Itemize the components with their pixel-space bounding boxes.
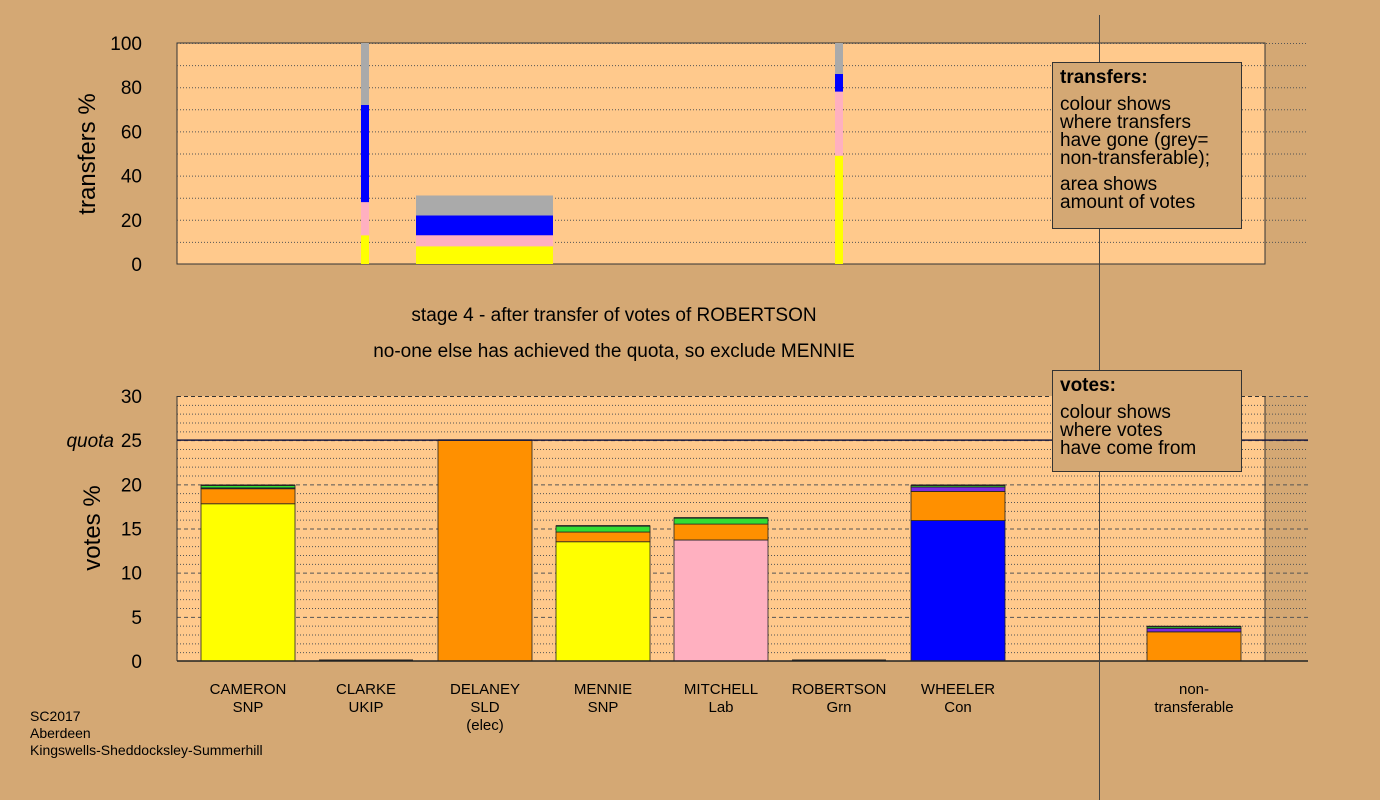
votes-legend-line: where votes bbox=[1060, 420, 1163, 441]
footer-council: Aberdeen bbox=[30, 725, 91, 741]
x-category-label: SNP bbox=[233, 699, 264, 716]
quota-label: quota bbox=[66, 431, 114, 452]
transfer-segment bbox=[361, 43, 369, 105]
transfers-legend-title: transfers: bbox=[1060, 67, 1148, 88]
vote-bar-segment bbox=[910, 490, 1006, 521]
transfers-y-tick-label: 80 bbox=[121, 78, 142, 99]
transfer-segment bbox=[835, 43, 843, 74]
transfers-legend-line: amount of votes bbox=[1060, 192, 1196, 213]
x-category-label: CAMERON bbox=[210, 681, 287, 698]
footer-info: SC2017 Aberdeen Kingswells-Sheddocksley-… bbox=[30, 708, 263, 759]
vote-bar-segment bbox=[1146, 627, 1242, 633]
transfer-segment bbox=[416, 246, 553, 264]
vote-bar-segment bbox=[673, 523, 769, 541]
x-category-label: ROBERTSON bbox=[792, 681, 887, 698]
votes-y-tick-label: 20 bbox=[121, 475, 142, 496]
transfer-segment bbox=[361, 104, 369, 203]
transfers-legend: transfers: colour shows where transfers … bbox=[1052, 62, 1242, 229]
transfers-y-axis-label: transfers % bbox=[74, 93, 101, 214]
votes-legend-line: have come from bbox=[1060, 438, 1197, 459]
x-category-label: SLD bbox=[470, 699, 499, 716]
x-category-label: WHEELER bbox=[921, 681, 995, 698]
votes-y-tick-label: 15 bbox=[121, 520, 142, 541]
votes-y-tick-label: 10 bbox=[121, 564, 142, 585]
transfers-y-tick-label: 60 bbox=[121, 122, 142, 143]
votes-y-tick-label: 25 bbox=[121, 431, 142, 452]
x-category-label: non- bbox=[1179, 681, 1209, 698]
vote-bar-segment bbox=[910, 486, 1006, 492]
vote-bar-segment bbox=[555, 531, 651, 543]
vote-bar-segment bbox=[555, 541, 651, 662]
transfers-legend-line: non-transferable); bbox=[1060, 148, 1210, 169]
footer-ward: Kingswells-Sheddocksley-Summerhill bbox=[30, 742, 263, 758]
x-category-label: MITCHELL bbox=[684, 681, 758, 698]
x-category-label: Grn bbox=[826, 699, 851, 716]
votes-y-tick-label: 0 bbox=[131, 652, 142, 673]
transfer-segment bbox=[416, 215, 553, 236]
transfers-y-tick-label: 100 bbox=[110, 34, 142, 55]
transfers-legend-line: area shows bbox=[1060, 174, 1158, 195]
x-category-label: transferable bbox=[1154, 699, 1233, 716]
vote-bar-segment bbox=[1146, 631, 1242, 662]
transfers-legend-line: have gone (grey= bbox=[1060, 130, 1209, 151]
transfers-legend-line: where transfers bbox=[1060, 112, 1191, 133]
votes-y-axis-label: votes % bbox=[79, 485, 106, 570]
transfers-legend-line: colour shows bbox=[1060, 94, 1171, 115]
transfer-segment bbox=[835, 91, 843, 156]
vote-bar-segment bbox=[437, 439, 533, 662]
transfers-y-tick-label: 40 bbox=[121, 167, 142, 188]
votes-y-tick-label: 5 bbox=[131, 608, 142, 629]
transfers-y-tick-label: 20 bbox=[121, 211, 142, 232]
votes-legend-title: votes: bbox=[1060, 375, 1116, 396]
transfer-segment bbox=[416, 195, 553, 216]
votes-legend-line: colour shows bbox=[1060, 402, 1171, 423]
transfer-segment bbox=[835, 73, 843, 92]
transfer-segment bbox=[361, 202, 369, 236]
votes-y-tick-label: 30 bbox=[121, 387, 142, 408]
x-category-label: Con bbox=[944, 699, 972, 716]
votes-legend: votes: colour shows where votes have com… bbox=[1052, 370, 1242, 472]
transfers-y-tick-label: 0 bbox=[131, 255, 142, 276]
x-category-label: MENNIE bbox=[574, 681, 632, 698]
transfer-segment bbox=[835, 155, 843, 264]
vote-bar-segment bbox=[555, 525, 651, 533]
vote-bar-segment bbox=[673, 539, 769, 662]
stage-title: stage 4 - after transfer of votes of ROB… bbox=[411, 305, 817, 326]
stage-subtitle: no-one else has achieved the quota, so e… bbox=[373, 341, 855, 362]
x-category-label: UKIP bbox=[348, 699, 383, 716]
footer-election: SC2017 bbox=[30, 708, 81, 724]
x-category-label: Lab bbox=[708, 699, 733, 716]
transfer-segment bbox=[416, 235, 553, 247]
x-category-label: CLARKE bbox=[336, 681, 396, 698]
x-category-label: SNP bbox=[588, 699, 619, 716]
transfer-segment bbox=[361, 235, 369, 264]
vote-bar-segment bbox=[910, 520, 1006, 662]
x-category-label: DELANEY bbox=[450, 681, 520, 698]
vote-bar-segment bbox=[673, 517, 769, 525]
vote-bar-segment bbox=[200, 488, 296, 505]
vote-bar-segment bbox=[200, 503, 296, 662]
x-category-label: (elec) bbox=[466, 717, 504, 734]
